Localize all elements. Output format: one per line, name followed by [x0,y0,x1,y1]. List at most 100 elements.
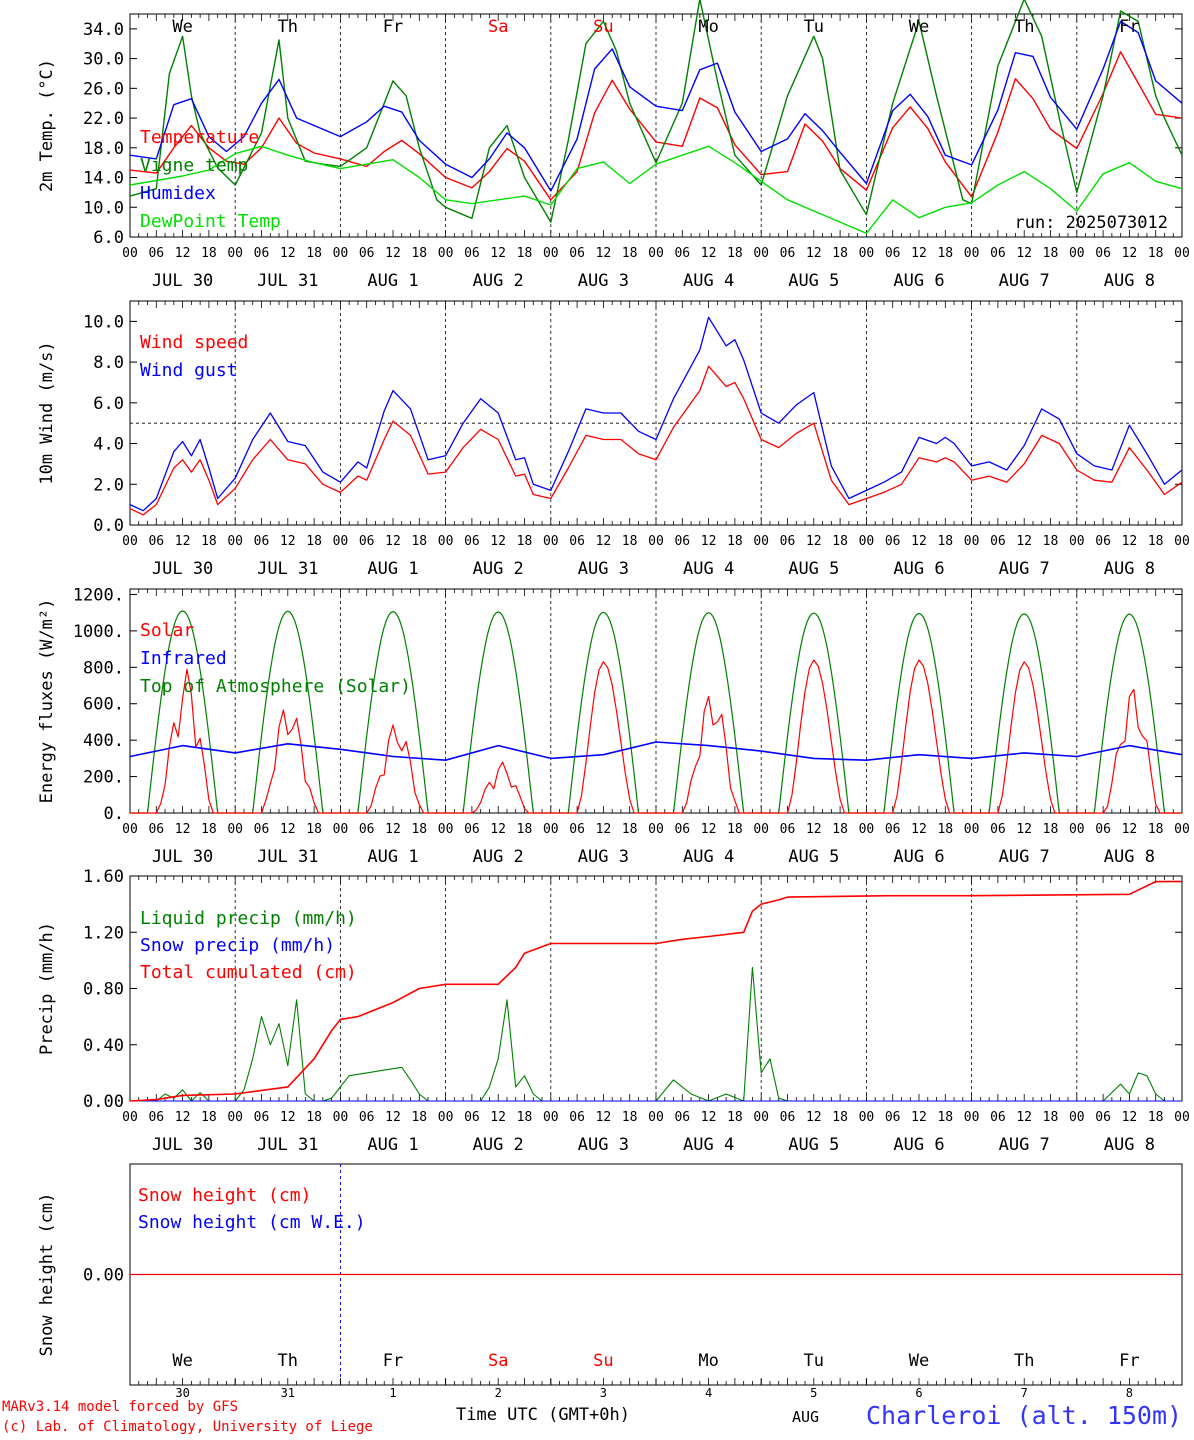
panel-1-date-label: JUL 30 [152,271,213,291]
series-solar-line [130,659,1182,814]
panel-3-hour-label: 18 [201,822,217,837]
panel-2-date-label: JUL 31 [257,559,318,579]
day-number-label: 1 [389,1386,396,1400]
panel-4-hour-label: 18 [1148,1110,1164,1125]
panel-3-date-label: AUG 3 [578,847,629,867]
weekday-label: We [172,1351,192,1371]
panel-3-hour-label: 06 [359,822,375,837]
panel-3-y-tick-label: 1000. [73,622,124,642]
panel-4-y-tick-label: 0.80 [83,980,124,1000]
panel-2-hour-label: 00 [753,534,769,549]
panel-3-hour-label: 18 [411,822,427,837]
series-vigne-temp-line [129,0,1183,223]
panel-3-hour-label: 00 [438,822,454,837]
panel-3-hour-label: 00 [753,822,769,837]
panel-1-y-tick-label: 14.0 [83,169,124,189]
weekday-label: Fr [383,1351,403,1371]
panel-4-hour-label: 06 [464,1110,480,1125]
panel-4-hour-label: 00 [1069,1110,1085,1125]
panel-1-date-label: AUG 8 [1104,271,1155,291]
panel-1-y-tick-label: 30.0 [83,50,124,70]
panel-3-hour-label: 12 [385,822,401,837]
panel-4-date-label: AUG 7 [999,1135,1050,1155]
panel-1-hour-label: 06 [254,246,270,261]
panel-1-hour-label: 00 [859,246,875,261]
panel-4-hour-label: 18 [1043,1110,1059,1125]
panel-1-hour-label: 18 [201,246,217,261]
panel-2-date-label: AUG 8 [1104,559,1155,579]
panel-2-hour-label: 00 [1069,534,1085,549]
panel-2-date-label: AUG 4 [683,559,734,579]
panel-1-hour-label: 06 [569,246,585,261]
panel-4-hour-label: 12 [1016,1110,1032,1125]
panel-1-hour-label: 12 [596,246,612,261]
panel-2-hour-label: 00 [227,534,243,549]
panel-2-legend-entry: Wind speed [140,332,248,353]
panel-4-date-label: AUG 3 [578,1135,629,1155]
weekday-label: Mo [698,1351,718,1371]
station-title: Charleroi (alt. 150m) [866,1401,1183,1430]
panel-4-hour-label: 06 [780,1110,796,1125]
panel-2-hour-label: 18 [937,534,953,549]
panel-4-hour-label: 18 [411,1110,427,1125]
panel-2-hour-label: 12 [175,534,191,549]
panel-3-hour-label: 06 [885,822,901,837]
weekday-label: Tu [804,1351,824,1371]
panel-1-hour-label: 00 [543,246,559,261]
panel-1-hour-label: 06 [990,246,1006,261]
panel-3-y-tick-label: 800. [83,658,124,678]
panel-3-date-label: AUG 5 [788,847,839,867]
panel-2-hour-label: 18 [622,534,638,549]
run-label: run: 2025073012 [1014,213,1168,233]
model-credit: MARv3.14 model forced by GFS [2,1399,239,1415]
panel-4-y-tick-label: 0.40 [83,1036,124,1056]
panel-4-hour-label: 06 [148,1110,164,1125]
panel-2-date-label: AUG 5 [788,559,839,579]
panel-3-hour-label: 12 [1016,822,1032,837]
day-number-label: 3 [600,1386,607,1400]
panel-4-hour-label: 00 [753,1110,769,1125]
panel-3-hour-label: 00 [122,822,138,837]
panel-1-hour-label: 12 [701,246,717,261]
panel-3-hour-label: 18 [832,822,848,837]
panel-1-date-label: AUG 1 [367,271,418,291]
panel-4-hour-label: 12 [596,1110,612,1125]
panel-5-y-axis-title: Snow height (cm) [37,1193,57,1357]
panel-4-hour-label: 00 [648,1110,664,1125]
panel-3-y-tick-label: 1200. [73,585,124,605]
panel-1-hour-label: 12 [806,246,822,261]
panel-3-hour-label: 12 [1122,822,1138,837]
panel-4-hour-label: 06 [885,1110,901,1125]
panel-4-hour-label: 18 [832,1110,848,1125]
weekday-label: Su [593,1351,613,1371]
panel-1-hour-label: 18 [832,246,848,261]
panel-3-hour-label: 00 [543,822,559,837]
panel-4-hour-label: 18 [622,1110,638,1125]
panel-4-hour-label: 12 [385,1110,401,1125]
panel-1-hour-label: 12 [175,246,191,261]
panel-2-hour-label: 12 [806,534,822,549]
panel-3-date-label: AUG 7 [999,847,1050,867]
panel-1-hour-label: 18 [411,246,427,261]
panel-3-hour-label: 12 [806,822,822,837]
panel-4-hour-label: 00 [227,1110,243,1125]
panel-1-hour-label: 18 [622,246,638,261]
panel-3-hour-label: 18 [306,822,322,837]
weekday-label: Fr [1119,1351,1139,1371]
panel-4-hour-label: 06 [990,1110,1006,1125]
panel-3-hour-label: 00 [1174,822,1190,837]
panel-3-hour-label: 06 [780,822,796,837]
series-infrared-line [129,741,1183,762]
panel-1-hour-label: 18 [306,246,322,261]
panel-4-y-tick-label: 0.00 [83,1092,124,1112]
weekday-label: We [909,17,929,37]
panel-2-y-tick-label: 2.0 [93,475,124,495]
panel-4-hour-label: 12 [806,1110,822,1125]
panel-3-y-tick-label: 400. [83,731,124,751]
panel-4-hour-label: 12 [490,1110,506,1125]
panel-3-hour-label: 06 [1095,822,1111,837]
panel-2-hour-label: 18 [517,534,533,549]
panel-3-hour-label: 00 [333,822,349,837]
panel-1-hour-label: 00 [438,246,454,261]
day-number-label: 7 [1021,1386,1028,1400]
